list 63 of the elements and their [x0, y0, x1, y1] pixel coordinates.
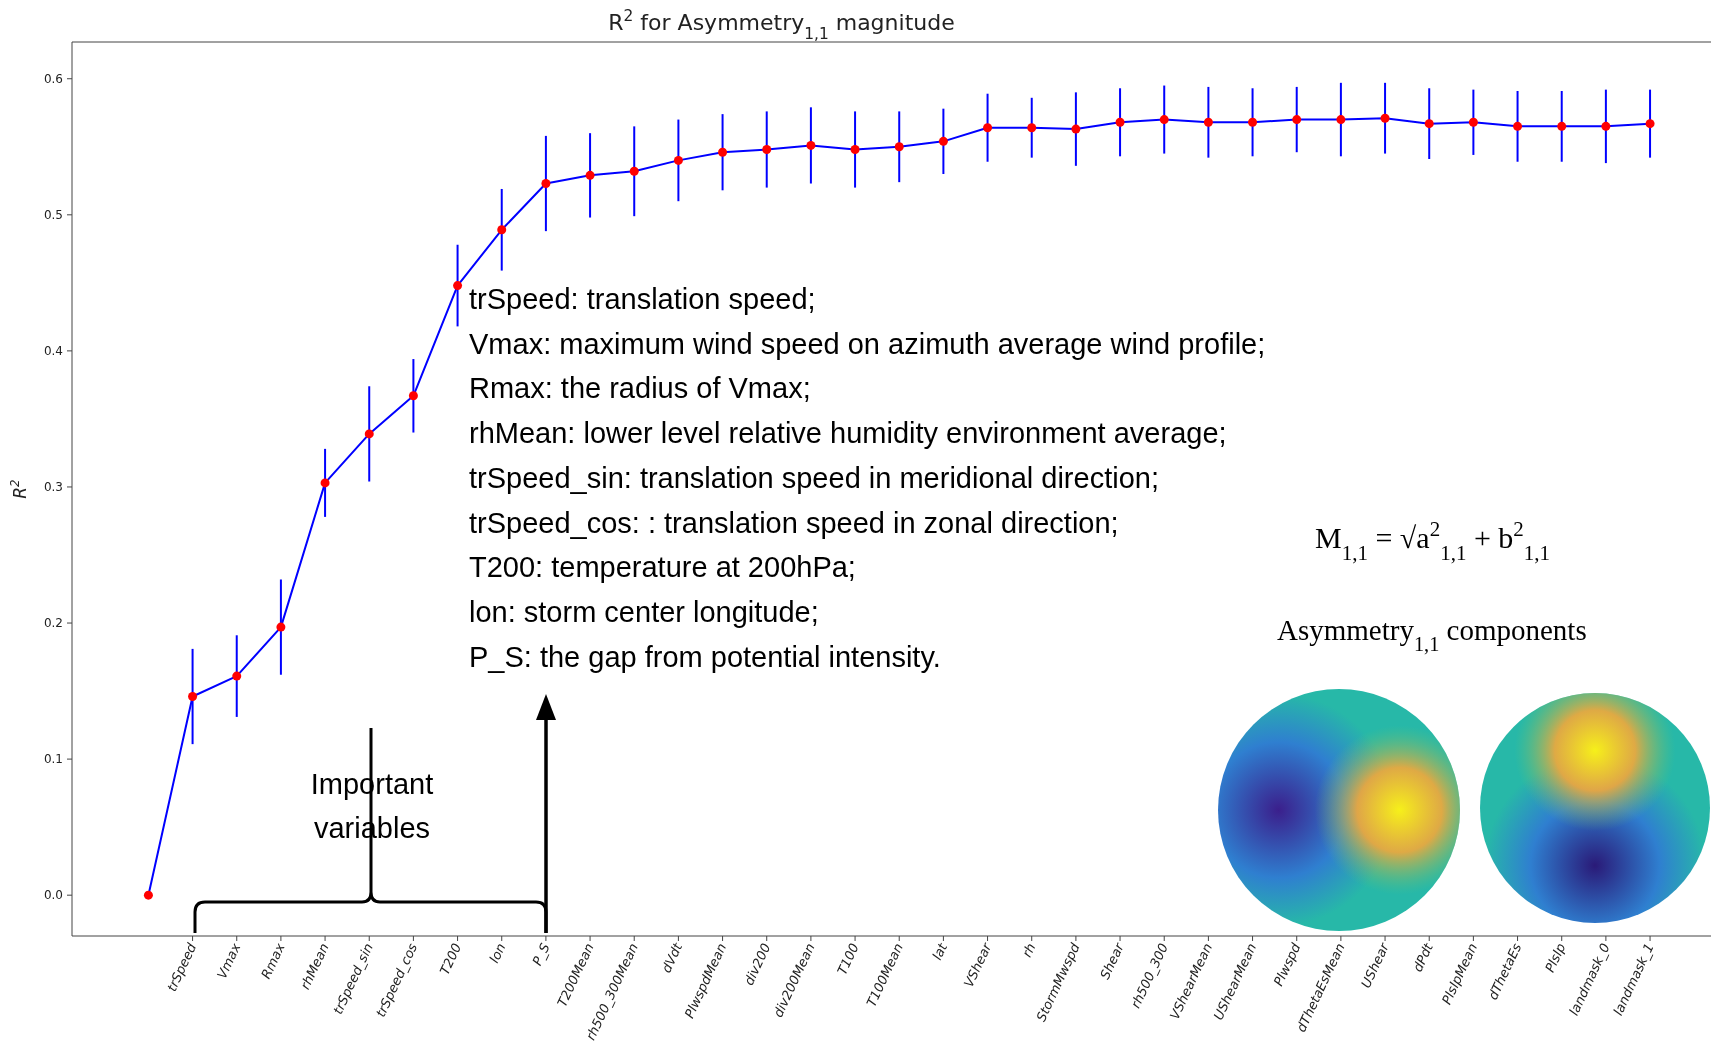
- annotation: lon: storm center longitude;: [469, 595, 819, 628]
- x-tick-label: Shear: [1097, 939, 1128, 982]
- y-tick-label: 0.0: [43, 888, 63, 903]
- point: [1027, 123, 1037, 133]
- x-tick-label: P_S: [529, 940, 553, 968]
- point: [453, 281, 463, 291]
- point: [585, 170, 595, 180]
- annotation: rhMean: lower level relative humidity environment average;: [469, 417, 1227, 450]
- x-tick-label: T200: [436, 940, 465, 977]
- annotation: trSpeed_cos: : translation speed in zonal direction;: [469, 506, 1119, 539]
- point: [983, 123, 993, 133]
- point: [850, 145, 860, 154]
- point: [1292, 115, 1302, 125]
- x-tick-label: dPdt: [1409, 940, 1437, 974]
- point: [1336, 115, 1346, 125]
- point: [541, 179, 551, 189]
- point: [1159, 115, 1169, 125]
- point: [1513, 121, 1523, 131]
- y-tick-label: 0.3: [43, 480, 63, 495]
- y-tick-label: 0.2: [43, 616, 63, 631]
- x-tick-label: T100: [834, 940, 862, 977]
- point: [232, 671, 242, 681]
- y-tick-label: 0.1: [43, 752, 63, 767]
- annotation: Vmax: maximum wind speed on azimuth average wind profile;: [469, 327, 1266, 360]
- point: [938, 136, 948, 146]
- x-tick-label: rh: [1019, 940, 1039, 960]
- annotation: P_S: the gap from potential intensity.: [469, 640, 941, 673]
- annotation: trSpeed_sin: translation speed in meridional direction;: [469, 461, 1159, 494]
- point: [1645, 119, 1655, 129]
- y-tick-label: 0.5: [43, 208, 63, 223]
- y-tick-label: 0.6: [43, 71, 63, 86]
- x-tick-label: dVdt: [658, 940, 686, 975]
- point: [364, 429, 374, 439]
- point: [1203, 117, 1213, 127]
- annotation: Asymmetry$_{1,1}$ components: [1277, 614, 1587, 655]
- x-tick-label: Plslp: [1542, 940, 1569, 975]
- point: [143, 890, 153, 900]
- point: [1424, 119, 1434, 129]
- point: [408, 391, 418, 401]
- annotation: Rmax: the radius of Vmax;: [469, 372, 811, 405]
- point: [1557, 121, 1567, 131]
- chart-title: R$^{2}$ for Asymmetry$_{1,1}$ magnitude: [608, 7, 955, 43]
- y-tick-label: 0.4: [43, 344, 63, 359]
- point: [629, 166, 639, 176]
- point: [276, 622, 286, 632]
- point: [1601, 121, 1611, 131]
- point: [188, 692, 198, 702]
- point: [673, 155, 683, 165]
- point: [718, 147, 728, 157]
- point: [806, 140, 816, 150]
- point: [894, 142, 904, 152]
- point: [497, 225, 507, 235]
- point: [1071, 124, 1081, 134]
- x-tick-label: lat: [929, 940, 951, 963]
- x-tick-label: lon: [486, 940, 509, 966]
- annotation: T200: temperature at 200hPa;: [469, 551, 856, 584]
- point: [1248, 117, 1258, 127]
- point: [1380, 113, 1390, 123]
- point: [320, 478, 330, 488]
- point: [762, 145, 772, 154]
- point: [1468, 117, 1478, 127]
- annotation: trSpeed: translation speed;: [469, 283, 816, 315]
- point: [1115, 117, 1125, 127]
